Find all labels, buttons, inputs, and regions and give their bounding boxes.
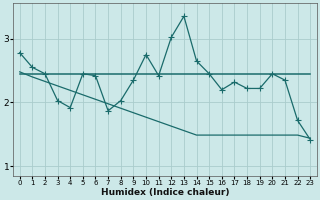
X-axis label: Humidex (Indice chaleur): Humidex (Indice chaleur) bbox=[101, 188, 229, 197]
